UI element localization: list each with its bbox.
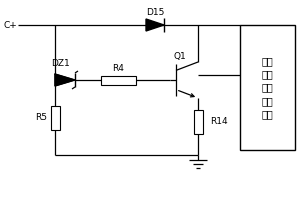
Text: Q1: Q1 [174,52,187,61]
Bar [50,106,59,130]
Bar [100,75,136,84]
Polygon shape [55,74,75,86]
Text: R5: R5 [35,113,47,122]
Text: D15: D15 [146,8,164,17]
Text: DZ1: DZ1 [51,59,69,68]
Bar [194,110,202,134]
Bar [240,25,295,150]
Text: C+: C+ [3,21,17,29]
Polygon shape [146,19,164,31]
Text: R4: R4 [112,64,124,73]
Text: 锂电
池充
放电
控制
芯片: 锂电 池充 放电 控制 芯片 [262,56,273,119]
Text: R14: R14 [210,117,228,126]
